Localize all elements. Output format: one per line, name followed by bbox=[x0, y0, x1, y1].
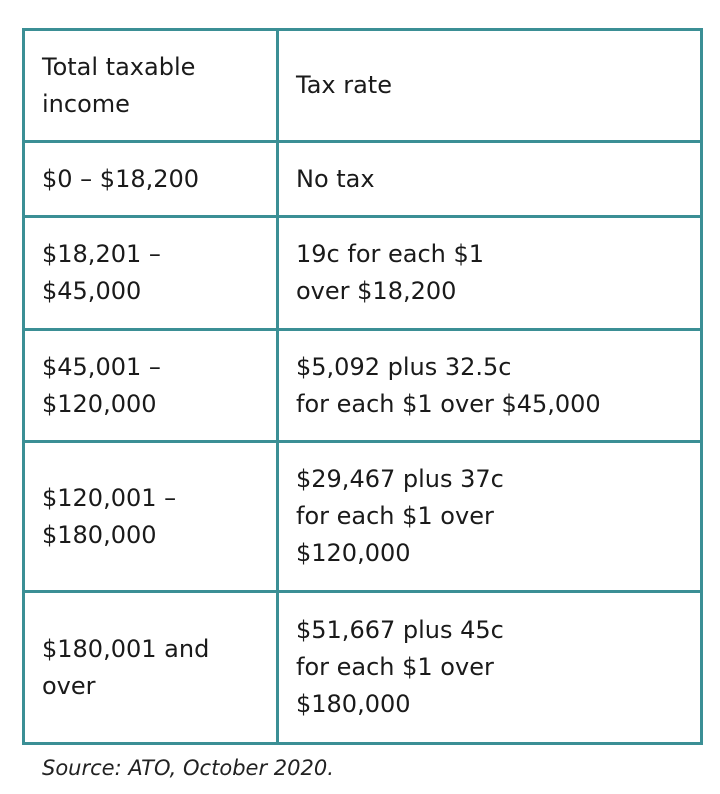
table-cell: $180,001 and over bbox=[22, 590, 279, 745]
table-cell: $51,667 plus 45c for each $1 over $180,000 bbox=[276, 590, 703, 745]
header-row: Total taxable income Tax rate bbox=[22, 28, 703, 143]
source-note: Source: ATO, October 2020. bbox=[42, 756, 334, 780]
table-row: $120,001 – $180,000 $29,467 plus 37c for ea… bbox=[22, 440, 703, 593]
cell-text: over $18,200 bbox=[296, 277, 457, 305]
table-cell: No tax bbox=[276, 140, 703, 218]
cell-text: $180,001 and bbox=[42, 634, 210, 663]
table-row: $45,001 – $120,000 $5,092 plus 32.5c for ea… bbox=[22, 328, 703, 443]
cell-text: 19c for each $1 bbox=[296, 240, 485, 268]
table-row: $0 – $18,200 No tax bbox=[22, 140, 703, 218]
cell-text: $45,001 – bbox=[42, 352, 161, 381]
table-row: $18,201 – $45,000 19c for each $1 over $18,… bbox=[22, 215, 703, 331]
table-cell: $120,001 – $180,000 bbox=[22, 440, 279, 593]
cell-text: $120,001 – bbox=[42, 483, 177, 512]
cell-text: $45,000 bbox=[42, 277, 142, 305]
cell-text: for each $1 over bbox=[296, 502, 494, 530]
cell-text: Total taxable bbox=[42, 52, 196, 81]
cell-text: No tax bbox=[296, 164, 375, 193]
cell-text: Tax rate bbox=[296, 71, 392, 99]
table-cell: $18,201 – $45,000 bbox=[22, 215, 279, 331]
tax-table: Total taxable income Tax rate $0 – $18,200 N… bbox=[22, 28, 703, 745]
table-row: $180,001 and over $51,667 plus 45c for each… bbox=[22, 590, 703, 745]
cell-text: for each $1 over bbox=[296, 653, 494, 681]
cell-text: $120,000 bbox=[42, 389, 157, 418]
table-cell: Tax rate bbox=[276, 28, 703, 143]
cell-text: $180,000 bbox=[296, 690, 411, 718]
cell-text: for each $1 over $45,000 bbox=[296, 389, 601, 418]
table-cell: $29,467 plus 37c for each $1 over $120,000 bbox=[276, 440, 703, 593]
table-cell: $0 – $18,200 bbox=[22, 140, 279, 218]
table-cell: $5,092 plus 32.5c for each $1 over $45,00… bbox=[276, 328, 703, 443]
cell-text: income bbox=[42, 89, 130, 118]
table-cell: Total taxable income bbox=[22, 28, 279, 143]
table-cell: $45,001 – $120,000 bbox=[22, 328, 279, 443]
cell-text: $180,000 bbox=[42, 520, 157, 549]
cell-text: $29,467 plus 37c bbox=[296, 465, 504, 493]
cell-text: over bbox=[42, 671, 96, 700]
cell-text: $51,667 plus 45c bbox=[296, 616, 504, 644]
table-cell: 19c for each $1 over $18,200 bbox=[276, 215, 703, 331]
cell-text: $120,000 bbox=[296, 539, 411, 567]
cell-text: $0 – $18,200 bbox=[42, 164, 200, 193]
cell-text: $18,201 – bbox=[42, 240, 161, 268]
cell-text: $5,092 plus 32.5c bbox=[296, 352, 512, 381]
